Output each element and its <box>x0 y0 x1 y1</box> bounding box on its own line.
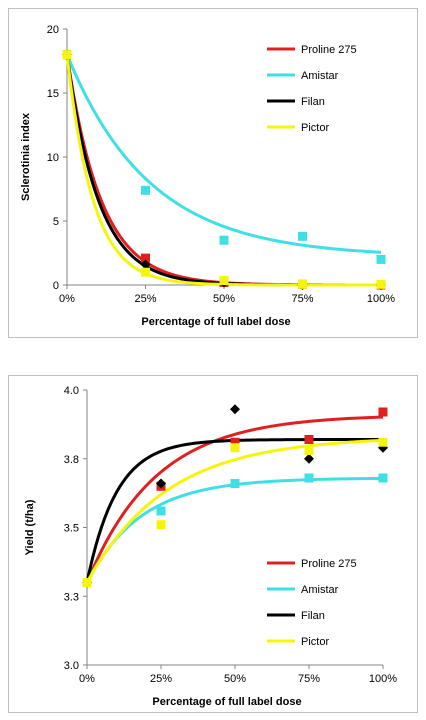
point-pictor <box>82 578 92 587</box>
point-pictor <box>62 50 72 60</box>
y-axis-title: Sclerotinia index <box>20 112 32 201</box>
x-tick-label: 75% <box>291 293 313 305</box>
point-pictor <box>141 267 150 277</box>
point-filan <box>140 259 151 270</box>
x-tick-label: 0% <box>59 293 75 305</box>
legend-label-filan: Filan <box>301 96 325 108</box>
data-points <box>82 404 388 588</box>
legend-label-amistar: Amistar <box>301 70 339 82</box>
x-tick-label: 75% <box>298 673 320 685</box>
y-tick-label: 3.8 <box>64 454 79 466</box>
point-amistar <box>298 231 307 241</box>
point-pictor <box>304 446 314 455</box>
x-tick-label: 25% <box>134 293 156 305</box>
sclerotinia-chart-panel: 0 5 10 15 20 0% 25% 50% 75% 100% Percentage of ful… <box>8 8 418 338</box>
trendline-filan <box>65 54 381 287</box>
legend: Proline 275 Amistar Filan Pictor <box>267 44 357 134</box>
legend-label-proline-275: Proline 275 <box>301 558 357 570</box>
trendline-proline-275 <box>85 415 384 584</box>
x-tick-label: 100% <box>369 673 397 685</box>
y-axis-title: Yield (t/ha) <box>24 499 36 555</box>
point-proline-275 <box>378 407 388 417</box>
x-tick-label: 25% <box>150 673 172 685</box>
data-points <box>62 49 386 290</box>
x-tick-label: 50% <box>224 673 246 685</box>
axes: 3.0 3.3 3.5 3.8 4.0 0% 25% 50% 75% 100% <box>64 385 398 685</box>
point-proline-275 <box>304 435 314 444</box>
point-pictor <box>376 279 386 289</box>
y-tick-label: 15 <box>47 88 59 100</box>
point-amistar <box>378 473 388 483</box>
point-filan <box>304 453 314 464</box>
trendline-amistar <box>65 54 382 254</box>
yield-chart: 3.0 3.3 3.5 3.8 4.0 0% 25% 50% 75% 100% Percentage… <box>24 385 398 708</box>
point-amistar <box>156 506 166 516</box>
x-tick-label: 50% <box>213 293 235 305</box>
trendline-proline-275 <box>65 54 382 287</box>
point-pictor <box>378 437 388 447</box>
point-amistar <box>230 479 240 488</box>
point-amistar <box>304 473 314 483</box>
axes: 0 5 10 15 20 0% 25% 50% 75% 100% <box>47 24 396 305</box>
point-amistar <box>376 254 386 264</box>
y-tick-label: 3.3 <box>64 591 79 603</box>
sclerotinia-chart: 0 5 10 15 20 0% 25% 50% 75% 100% Percentage of ful… <box>20 24 396 328</box>
point-proline-275 <box>141 253 150 263</box>
trendlines <box>65 54 382 287</box>
x-axis-title: Percentage of full label dose <box>141 316 290 328</box>
legend: Proline 275 Amistar Filan Pictor <box>267 558 357 648</box>
y-tick-label: 0 <box>53 280 59 292</box>
yield-chart-panel: 3.0 3.3 3.5 3.8 4.0 0% 25% 50% 75% 100% Percentage… <box>8 375 418 713</box>
point-pictor <box>230 443 240 453</box>
point-pictor <box>219 276 229 286</box>
trendline-pictor <box>85 438 384 584</box>
legend-label-amistar: Amistar <box>301 584 339 596</box>
y-tick-label: 20 <box>47 24 59 36</box>
point-pictor <box>298 279 307 289</box>
point-amistar <box>219 235 229 245</box>
legend-label-filan: Filan <box>301 610 325 622</box>
point-amistar <box>141 185 150 195</box>
point-filan <box>156 478 166 489</box>
point-filan <box>230 404 240 415</box>
x-tick-label: 100% <box>367 293 395 305</box>
y-tick-label: 5 <box>53 216 59 228</box>
y-tick-label: 3.0 <box>64 660 79 672</box>
trendline-pictor <box>65 54 381 287</box>
point-pictor <box>156 520 166 530</box>
x-axis-title: Percentage of full label dose <box>152 696 301 708</box>
legend-label-proline-275: Proline 275 <box>301 44 357 56</box>
y-tick-label: 3.5 <box>64 523 79 535</box>
point-proline-275 <box>230 437 240 447</box>
legend-label-pictor: Pictor <box>301 636 329 648</box>
y-tick-label: 4.0 <box>64 385 79 397</box>
legend-label-pictor: Pictor <box>301 122 329 134</box>
y-tick-label: 10 <box>47 152 59 164</box>
x-tick-label: 0% <box>79 673 95 685</box>
